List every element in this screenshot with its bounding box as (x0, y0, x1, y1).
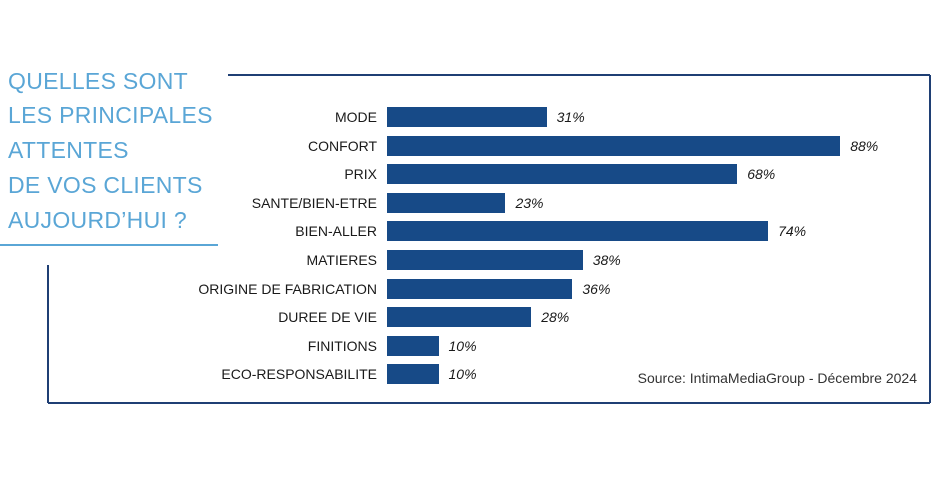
category-label: DUREE DE VIE (278, 309, 377, 326)
title-line-5: AUJOURD’HUI ? (8, 207, 187, 233)
source-note: Source: IntimaMediaGroup - Décembre 2024 (637, 370, 917, 386)
value-label: 28% (541, 309, 570, 326)
bar (387, 364, 439, 385)
category-label: MATIERES (306, 252, 377, 268)
value-label: 23% (515, 194, 544, 211)
bar (387, 250, 583, 270)
bar (387, 221, 769, 242)
value-label: 36% (582, 280, 611, 297)
category-label: BIEN-ALLER (295, 223, 377, 240)
value-label: 68% (747, 166, 776, 183)
value-label: 31% (556, 109, 585, 125)
category-label: ORIGINE DE FABRICATION (198, 280, 377, 297)
category-label: PRIX (344, 166, 377, 183)
bar (387, 307, 532, 328)
category-label: CONFORT (308, 137, 377, 154)
title-line-3: ATTENTES (8, 137, 129, 163)
bar (387, 164, 738, 185)
category-label: FINITIONS (307, 337, 377, 354)
value-label: 10% (448, 337, 477, 354)
title-line-4: DE VOS CLIENTS (8, 172, 203, 198)
bar (387, 278, 573, 299)
title-line-1: QUELLES SONT (8, 68, 188, 94)
bar (387, 192, 506, 213)
bar (387, 335, 439, 356)
bar (387, 107, 547, 127)
category-label: ECO-RESPONSABILITE (221, 366, 377, 383)
value-label: 74% (778, 223, 807, 240)
value-label: 38% (592, 252, 621, 268)
category-label: MODE (335, 109, 377, 125)
bar (387, 135, 841, 156)
title-line-2: LES PRINCIPALES (8, 102, 213, 128)
value-label: 10% (448, 366, 477, 383)
value-label: 88% (850, 137, 879, 154)
category-label: SANTE/BIEN-ETRE (251, 194, 377, 211)
